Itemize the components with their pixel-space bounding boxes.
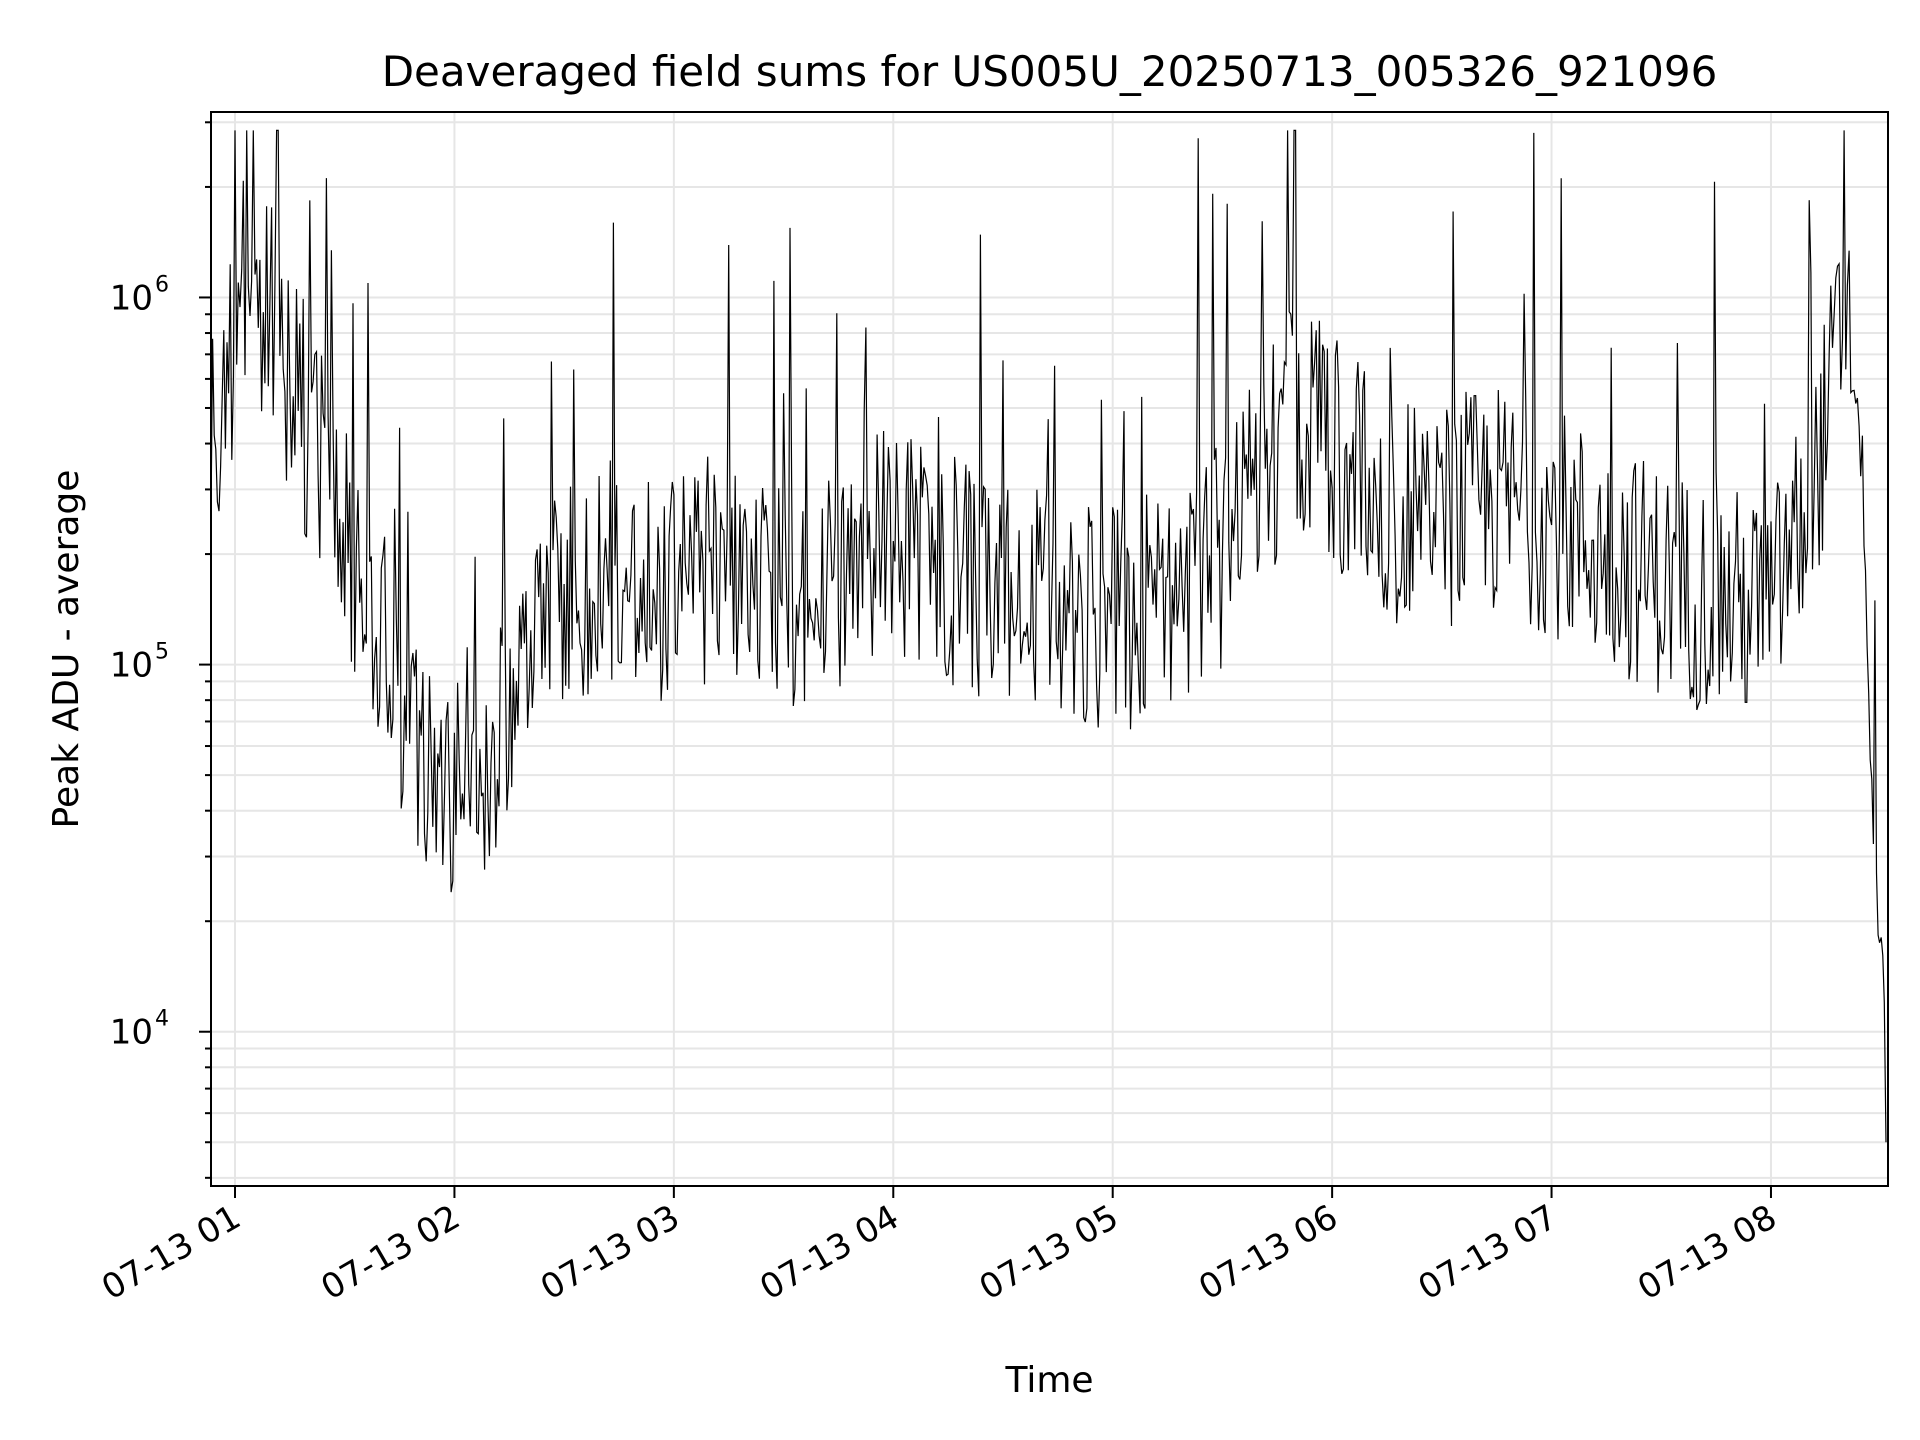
y-tick-exponent: 5 [155, 640, 169, 665]
x-axis-label: Time [1004, 1360, 1093, 1401]
y-tick-exponent: 4 [155, 1007, 169, 1032]
y-tick-label: 10 [110, 278, 153, 318]
plot-frame [210, 111, 1889, 1187]
chart-title: Deaveraged field sums for US005U_2025071… [382, 47, 1718, 96]
y-tick-label: 10 [110, 646, 153, 686]
series-line [210, 129, 1887, 1143]
y-axis-label: Peak ADU - average [46, 470, 87, 829]
y-tick-exponent: 6 [155, 272, 169, 297]
y-tick-label: 10 [110, 1013, 153, 1053]
